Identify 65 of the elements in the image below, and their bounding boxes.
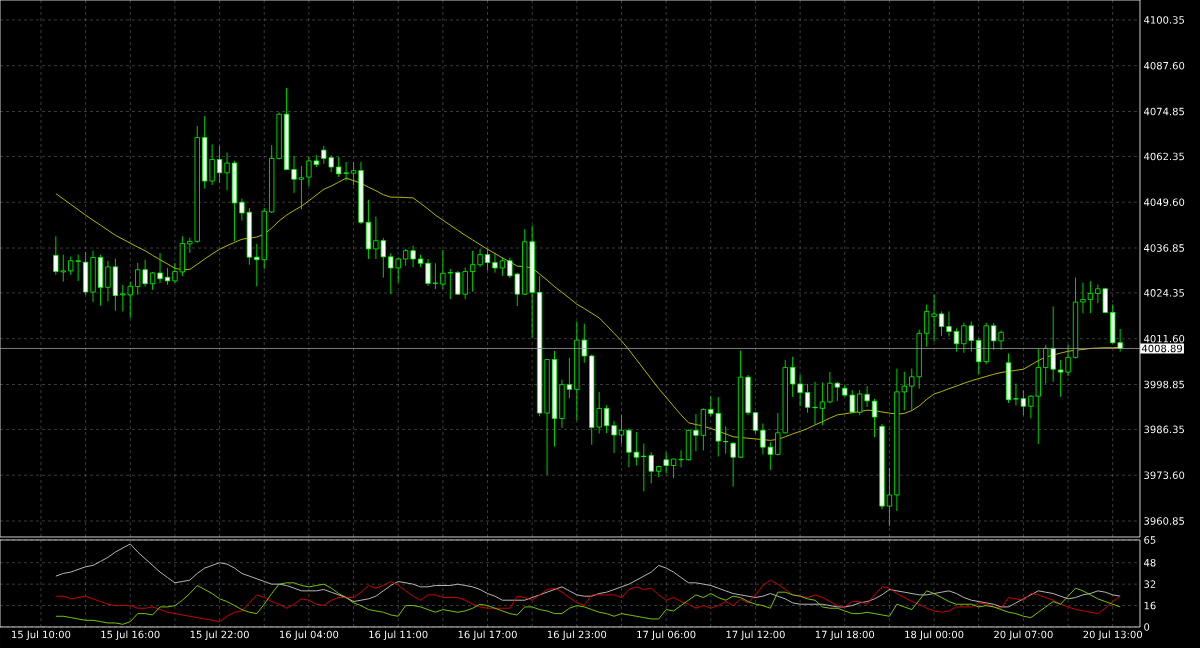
candlestick	[1065, 344, 1071, 377]
y-tick-label: 4100.35	[1144, 16, 1184, 24]
y-tick-label: 48	[1144, 558, 1156, 567]
candlestick	[730, 441, 736, 488]
candlestick	[723, 425, 729, 455]
candlestick	[1013, 383, 1019, 406]
y-tick-label: 4024.35	[1144, 289, 1184, 297]
candlestick	[499, 257, 506, 277]
candlestick	[224, 152, 230, 191]
y-tick-label: 65	[1144, 536, 1156, 544]
y-tick-label: 4036.85	[1144, 244, 1184, 252]
y-tick-label: 4074.85	[1144, 107, 1184, 116]
candlestick	[1020, 390, 1027, 416]
candlestick	[946, 311, 952, 337]
x-tick-label: 16 Jul 23:00	[547, 630, 607, 641]
x-tick-label: 17 Jul 18:00	[815, 630, 875, 641]
candlestick	[492, 252, 498, 274]
candlestick	[603, 404, 610, 434]
candlestick	[670, 458, 677, 479]
x-tick-label: 15 Jul 16:00	[101, 630, 160, 641]
x-tick-label: 20 Jul 07:00	[994, 630, 1053, 641]
candlestick	[216, 145, 223, 184]
candlestick	[678, 450, 684, 468]
y-tick-label: 32	[1144, 580, 1156, 588]
candlestick	[484, 248, 491, 271]
y-tick-label: 3973.60	[1144, 471, 1185, 479]
x-tick-label: 20 Jul 13:00	[1083, 630, 1143, 641]
y-tick-label: 16	[1144, 601, 1156, 610]
y-tick-label: 4011.60	[1144, 334, 1185, 343]
candlestick	[425, 258, 431, 287]
candlestick	[886, 467, 893, 527]
y-tick-label: 4049.60	[1144, 198, 1185, 206]
x-tick-label: 15 Jul 10:00	[12, 630, 71, 641]
candlestick	[1087, 280, 1094, 314]
candlestick	[804, 383, 811, 414]
x-tick-label: 16 Jul 04:00	[280, 630, 339, 641]
candlestick	[157, 252, 163, 284]
candlestick	[291, 155, 297, 194]
candlestick	[663, 451, 669, 474]
ref-line-label: 4008.89	[1141, 344, 1183, 353]
x-tick-label: 15 Jul 22:00	[190, 630, 249, 641]
x-tick-label: 16 Jul 11:00	[369, 630, 428, 641]
x-tick-label: 16 Jul 17:00	[458, 630, 517, 641]
y-tick-label: 0	[1144, 623, 1150, 631]
candlestick	[618, 414, 625, 444]
x-tick-label: 17 Jul 12:00	[726, 630, 785, 641]
candlestick	[566, 357, 573, 399]
candlestick	[812, 381, 818, 425]
candlestick	[611, 420, 617, 454]
x-tick-label: 17 Jul 06:00	[637, 630, 696, 641]
candlestick	[432, 262, 439, 290]
x-tick-label: 18 Jul 00:00	[905, 630, 964, 641]
candlestick	[350, 161, 357, 186]
candlestick	[298, 165, 305, 210]
candlestick	[1080, 282, 1086, 314]
y-tick-label: 3960.85	[1144, 517, 1184, 525]
y-tick-label: 3986.35	[1144, 425, 1184, 434]
candlestick	[953, 327, 960, 353]
candlestick	[1057, 359, 1064, 398]
y-tick-label: 4087.60	[1144, 61, 1185, 70]
y-tick-label: 4062.35	[1144, 152, 1184, 161]
candlestick	[819, 382, 826, 426]
y-tick-label: 3998.85	[1144, 380, 1184, 389]
candlestick	[938, 311, 945, 337]
candlestick	[871, 398, 878, 438]
